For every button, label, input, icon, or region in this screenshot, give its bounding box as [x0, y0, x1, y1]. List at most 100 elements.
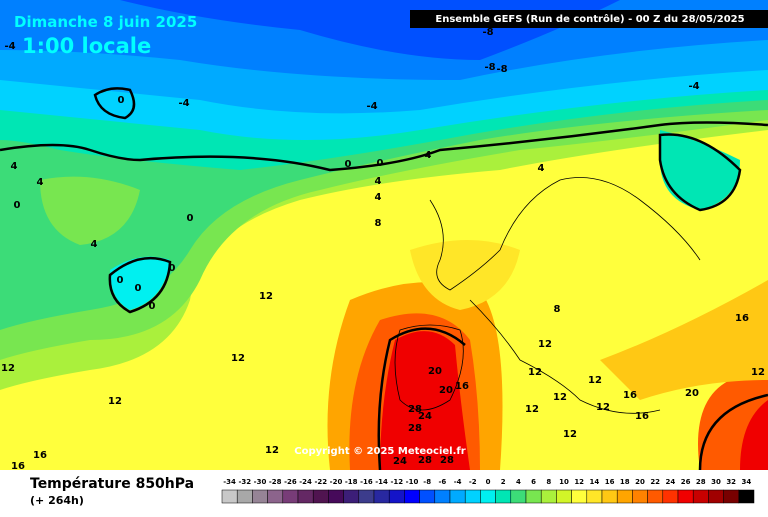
contour-label: 12 [563, 429, 577, 440]
contour-label: 0 [169, 263, 176, 274]
scale-label: 20 [635, 478, 645, 486]
scale-label: -6 [439, 478, 447, 486]
scale-label: 28 [696, 478, 706, 486]
scale-swatch [282, 489, 299, 504]
scale-swatch [692, 489, 709, 504]
contour-label: 0 [117, 275, 124, 286]
contour-label: 28 [440, 455, 454, 466]
contour-label: 20 [439, 385, 453, 396]
scale-label: 4 [516, 478, 521, 486]
scale-label: -30 [254, 478, 267, 486]
scale-swatch [723, 489, 740, 504]
scale-swatch [616, 489, 633, 504]
scale-swatch [738, 489, 755, 504]
contour-label: 28 [408, 423, 422, 434]
scale-swatch [312, 489, 329, 504]
scale-label: 0 [486, 478, 491, 486]
scale-swatch [358, 489, 375, 504]
scale-swatch [586, 489, 603, 504]
scale-label: -24 [299, 478, 312, 486]
contour-label: 0 [135, 283, 142, 294]
run-banner [410, 10, 768, 28]
contour-label: 0 [149, 301, 156, 312]
contour-label: 4 [375, 192, 382, 203]
contour-label: 20 [428, 366, 442, 377]
scale-swatch [236, 489, 253, 504]
contour-label: 0 [118, 95, 125, 106]
scale-label: -4 [454, 478, 462, 486]
scale-label: -28 [269, 478, 282, 486]
scale-swatch [267, 489, 284, 504]
scale-swatch [632, 489, 648, 504]
scale-label: -16 [360, 478, 373, 486]
scale-label: -32 [238, 478, 251, 486]
contour-label: 12 [538, 339, 552, 350]
contour-label: -8 [482, 27, 493, 38]
scale-label: -34 [223, 478, 236, 486]
scale-label: -14 [375, 478, 388, 486]
contour-label: 4 [91, 239, 98, 250]
scale-label: -10 [406, 478, 419, 486]
contour-label: 4 [538, 163, 545, 174]
contour-label: 0 [187, 213, 194, 224]
scale-label: 2 [501, 478, 506, 486]
contour-label: 12 [751, 367, 765, 378]
contour-label: 4 [11, 161, 18, 172]
contour-label: 4 [425, 150, 432, 161]
run-label: Ensemble GEFS (Run de contrôle) - 00 Z d… [435, 13, 744, 25]
scale-label: 14 [590, 478, 600, 486]
contour-label: 16 [11, 461, 25, 472]
scale-swatch [328, 489, 344, 504]
scale-label: 24 [666, 478, 676, 486]
scale-swatch [677, 489, 694, 504]
scale-label: 8 [546, 478, 551, 486]
scale-label: -26 [284, 478, 297, 486]
date-label: Dimanche 8 juin 2025 [14, 13, 197, 31]
scale-swatch [221, 489, 238, 504]
contour-label: 12 [265, 445, 279, 456]
contour-label: 8 [375, 218, 382, 229]
scale-label: 18 [620, 478, 630, 486]
scale-swatch [556, 489, 572, 504]
scale-swatch [708, 489, 724, 504]
contour-label: 16 [735, 313, 749, 324]
contour-label: 12 [525, 404, 539, 415]
contour-label: 20 [685, 388, 699, 399]
scale-label: 30 [711, 478, 721, 486]
scale-label: -2 [469, 478, 477, 486]
scale-swatch [419, 489, 436, 504]
scale-swatch [373, 489, 390, 504]
contour-label: 12 [528, 367, 542, 378]
contour-label: 24 [393, 456, 407, 467]
contour-label: -4 [366, 101, 377, 112]
contour-label: -4 [178, 98, 189, 109]
contour-label: -8 [484, 62, 495, 73]
scale-swatch [525, 489, 542, 504]
contour-label: 0 [345, 159, 352, 170]
scale-swatch [252, 489, 268, 504]
scale-label: 16 [605, 478, 615, 486]
scale-label: -8 [423, 478, 431, 486]
contour-label: 4 [37, 177, 44, 188]
contour-label: 12 [231, 353, 245, 364]
contour-label: 12 [588, 375, 602, 386]
contour-label: 12 [1, 363, 15, 374]
scale-swatch [449, 489, 466, 504]
scale-swatch [388, 489, 405, 504]
scale-label: 34 [742, 478, 752, 486]
contour-label: 16 [635, 411, 649, 422]
scale-swatch [343, 489, 360, 504]
contour-label: 8 [554, 304, 561, 315]
scale-swatch [495, 489, 512, 504]
scale-swatch [297, 489, 314, 504]
scale-swatch [480, 489, 496, 504]
scale-swatch [510, 489, 527, 504]
contour-label: 0 [377, 158, 384, 169]
scale-label: 6 [531, 478, 536, 486]
contour-label: 12 [259, 291, 273, 302]
scale-swatch [601, 489, 618, 504]
scale-label: 32 [726, 478, 736, 486]
time-label: 1:00 locale [22, 34, 151, 58]
contour-label: -8 [496, 64, 507, 75]
